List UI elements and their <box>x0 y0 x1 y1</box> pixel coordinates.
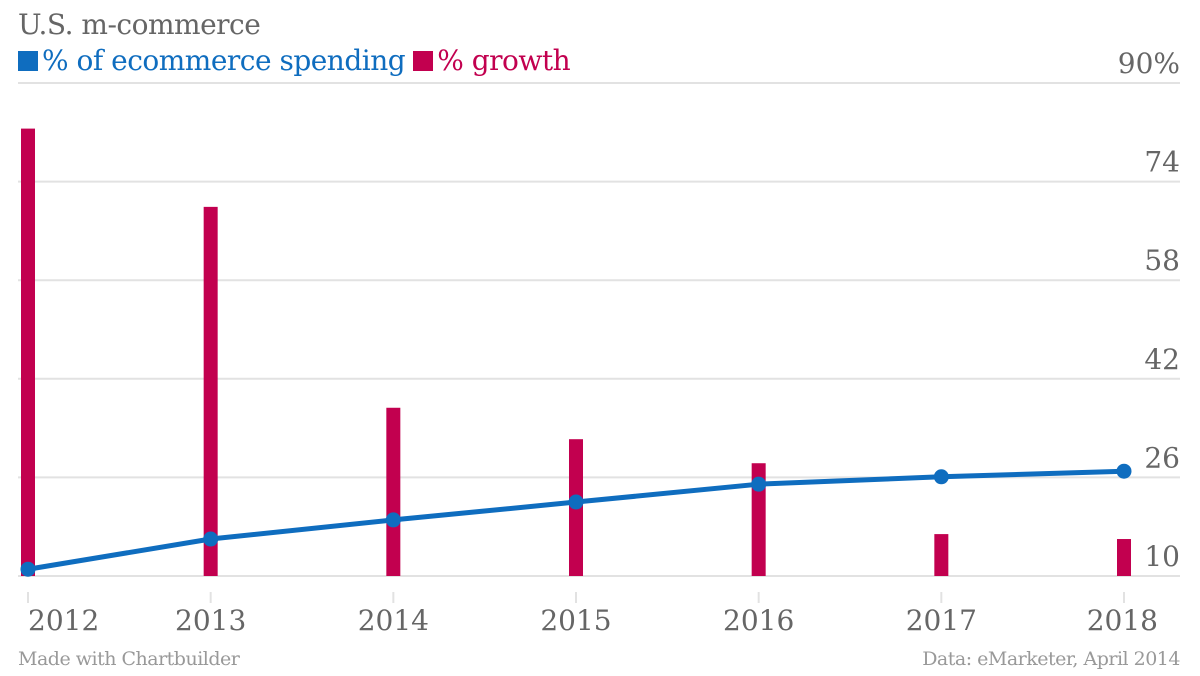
growth-bar <box>203 206 218 576</box>
spending-point <box>203 531 219 547</box>
y-tick-label: 42 <box>1144 343 1180 376</box>
y-tick-label: 90% <box>1118 47 1180 80</box>
legend-label-growth: % growth <box>437 44 571 77</box>
legend-swatch-growth <box>413 50 434 71</box>
spending-point <box>933 469 949 485</box>
y-tick-label: 10 <box>1144 540 1180 573</box>
growth-bar <box>386 407 401 576</box>
legend-item-growth: % growth <box>413 44 571 77</box>
spending-point <box>385 512 401 528</box>
x-tick-label: 2012 <box>28 604 99 637</box>
legend-label-spending: % of ecommerce spending <box>42 44 406 77</box>
x-tick-label: 2016 <box>723 604 794 637</box>
y-tick-label: 26 <box>1144 441 1180 474</box>
credit-text: Made with Chartbuilder <box>18 648 240 670</box>
legend-swatch-spending <box>18 50 38 71</box>
x-tick-label: 2017 <box>906 604 977 637</box>
spending-point <box>20 561 36 577</box>
x-tick-label: 2014 <box>358 604 429 637</box>
chart-title: U.S. m-commerce <box>18 8 261 41</box>
growth-bar <box>21 128 35 577</box>
legend: % of ecommerce spending % growth <box>18 44 578 77</box>
spending-point <box>1116 463 1132 479</box>
y-tick-label: 58 <box>1144 244 1180 277</box>
growth-bar <box>1117 539 1131 576</box>
spending-point <box>568 494 584 510</box>
growth-bar <box>751 463 766 576</box>
y-tick-label: 74 <box>1144 146 1180 179</box>
x-tick-label: 2015 <box>540 604 611 637</box>
x-tick-label: 2013 <box>175 604 246 637</box>
legend-item-spending: % of ecommerce spending <box>18 44 406 77</box>
source-text: Data: eMarketer, April 2014 <box>922 648 1180 670</box>
growth-bar <box>934 534 949 576</box>
spending-point <box>751 476 767 492</box>
x-tick-label: 2018 <box>1087 604 1158 637</box>
